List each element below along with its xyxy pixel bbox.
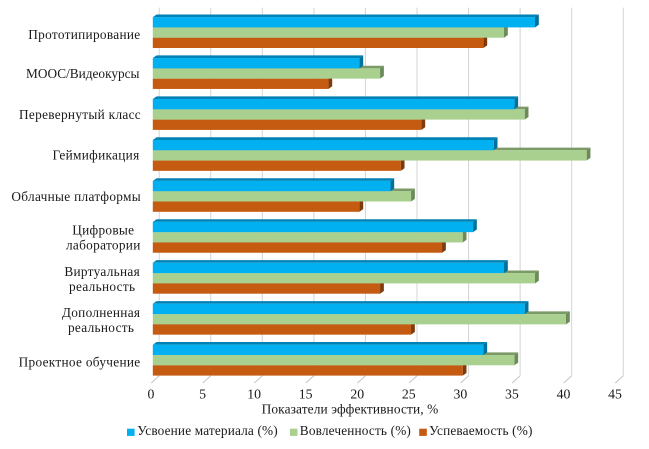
svg-text:Геймификация: Геймификация: [52, 148, 139, 163]
svg-text:5: 5: [199, 387, 206, 402]
svg-text:Усвоение материала (%): Усвоение материала (%): [137, 423, 278, 438]
svg-text:15: 15: [299, 387, 313, 402]
svg-text:45: 45: [608, 387, 622, 402]
svg-text:Облачные платформы: Облачные платформы: [11, 189, 141, 204]
svg-text:30: 30: [453, 387, 467, 402]
svg-text:Проектное обучение: Проектное обучение: [19, 354, 141, 369]
svg-text:10: 10: [247, 387, 261, 402]
svg-text:МООС/Видеокурсы: МООС/Видеокурсы: [26, 66, 140, 81]
svg-text:35: 35: [505, 387, 519, 402]
svg-text:Показатели эффективности, %: Показатели эффективности, %: [262, 401, 439, 416]
svg-text:0: 0: [148, 387, 155, 402]
svg-text:Вовлеченность (%): Вовлеченность (%): [300, 423, 411, 438]
svg-text:Успеваемость (%): Успеваемость (%): [429, 423, 532, 438]
svg-text:40: 40: [557, 387, 571, 402]
svg-text:Прототипирование: Прототипирование: [28, 27, 140, 42]
svg-text:20: 20: [350, 387, 364, 402]
svg-text:Перевернутый класс: Перевернутый класс: [19, 107, 141, 122]
svg-text:25: 25: [402, 387, 416, 402]
